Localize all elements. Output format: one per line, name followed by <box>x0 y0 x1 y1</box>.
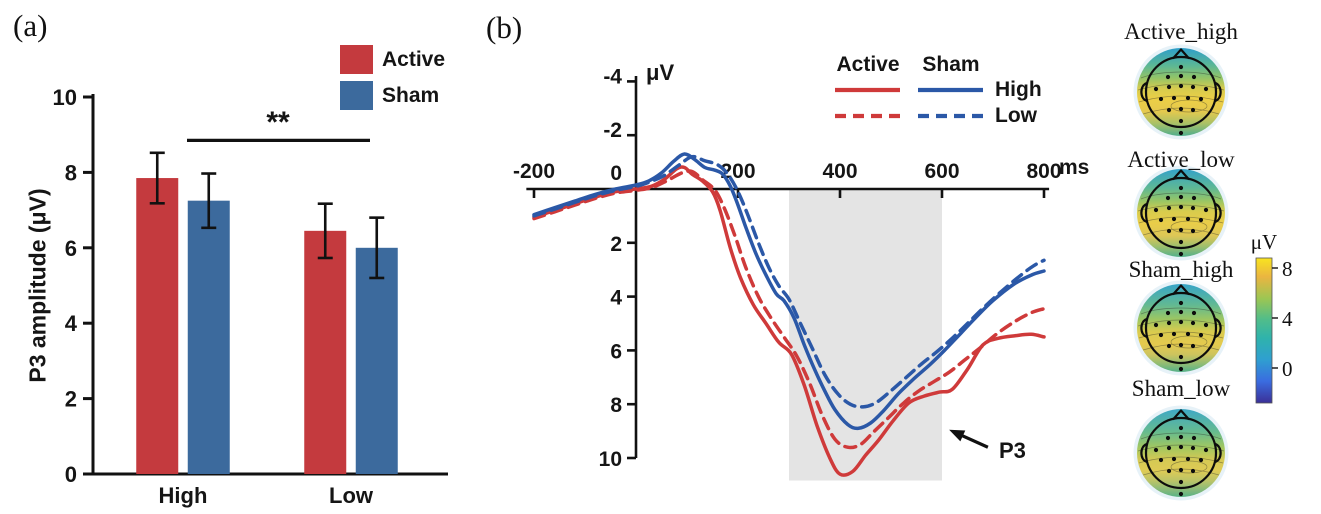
topomap-active_high <box>1133 44 1229 140</box>
erp-xtick-label: -200 <box>513 160 555 183</box>
right-ear-marker <box>1214 202 1222 224</box>
erp-curve-active_low <box>532 169 1046 450</box>
topomap-label-sham-low: Sham_low <box>1131 376 1231 401</box>
topomap-label-active-low: Active_low <box>1127 147 1235 172</box>
topomap-scalp-field <box>1137 284 1225 372</box>
topomap-active_low <box>1133 165 1229 261</box>
topomap-label-sham-high: Sham_high <box>1128 257 1234 282</box>
left-ear-marker <box>1140 81 1148 103</box>
topomap-sham_low <box>1133 405 1229 501</box>
erp-legend-row-low: Low <box>995 104 1037 127</box>
head-outline <box>1144 291 1218 365</box>
erp-legend-header-sham: Sham <box>922 53 980 76</box>
p3-analysis-window <box>789 190 942 481</box>
legend-swatch-sham <box>340 81 373 110</box>
panel-a-legend-sham: Sham <box>340 81 439 110</box>
erp-curve-active_high <box>532 165 1046 477</box>
bar-sham-high <box>187 200 230 475</box>
panel-a-letter: (a) <box>13 8 48 43</box>
erp-ytick-label: 4 <box>610 287 622 310</box>
legend-swatch-active <box>340 45 373 74</box>
panel-a-ytick-label: 0 <box>65 462 77 487</box>
p3-annotation-label: P3 <box>999 438 1026 463</box>
panel-a-y-axis-label: P3 amplitude (μV) <box>24 188 51 383</box>
right-ear-marker <box>1214 81 1222 103</box>
erp-ytick-label: -4 <box>603 65 622 88</box>
erp-ytick-label: 8 <box>610 394 622 417</box>
panel-a-category-low: Low <box>329 483 373 508</box>
erp-legend-header-active: Active <box>836 53 900 76</box>
topomap-label-active-high: Active_high <box>1124 19 1238 44</box>
colorbar-tick-0: 0 <box>1282 357 1293 381</box>
nose-marker <box>1172 48 1190 60</box>
error-bar <box>317 202 333 260</box>
p3-arrow-head <box>949 429 966 442</box>
significance-stars: ** <box>266 106 290 139</box>
right-ear-marker <box>1214 317 1222 339</box>
erp-ytick-label: 6 <box>610 340 622 363</box>
bar-active-high <box>136 178 179 474</box>
nose-marker <box>1172 169 1190 181</box>
panel-a-legend-active: Active <box>340 45 445 74</box>
topomap-sham_high <box>1133 280 1229 376</box>
left-ear-marker <box>1140 317 1148 339</box>
panel-a-ytick-label: 10 <box>53 85 77 110</box>
panel-b-y-unit-label: μV <box>646 60 675 85</box>
electrode-dots <box>1153 425 1209 497</box>
erp-ytick-label: -2 <box>603 119 622 142</box>
left-ear-marker <box>1140 202 1148 224</box>
left-ear-marker <box>1140 442 1148 464</box>
erp-ytick-label: 2 <box>610 233 622 256</box>
erp-xtick-label: 400 <box>822 160 857 183</box>
colorbar <box>1255 257 1278 404</box>
head-outline <box>1144 55 1218 129</box>
erp-curve-sham_high <box>532 152 1046 431</box>
erp-legend-row-high: High <box>995 78 1042 101</box>
legend-label-sham: Sham <box>382 83 440 107</box>
electrode-dots <box>1153 64 1209 136</box>
nose-marker <box>1172 284 1190 296</box>
bar-sham-low <box>355 247 398 474</box>
erp-xtick-label: 600 <box>924 160 959 183</box>
erp-xtick-label: 800 <box>1026 160 1061 183</box>
error-bar <box>149 151 165 205</box>
head-outline <box>1144 176 1218 250</box>
bar-active-low <box>304 230 347 474</box>
colorbar-gradient-bar <box>1255 257 1273 404</box>
panel-a-ytick-label: 2 <box>65 387 77 412</box>
topomap-scalp-field <box>1137 409 1225 497</box>
panel-a-bar-chart: 0 2 4 6 8 10 <box>53 85 448 487</box>
topomap-scalp-field <box>1137 169 1225 257</box>
error-bar <box>201 172 217 230</box>
panel-a-category-high: High <box>158 483 208 508</box>
head-outline <box>1144 416 1218 490</box>
colorbar-unit-label: μV <box>1250 230 1278 254</box>
error-bar <box>369 216 385 280</box>
panel-b-x-unit-label: ms <box>1059 156 1090 179</box>
topomap-scalp-field <box>1137 48 1225 136</box>
panel-b-letter: (b) <box>486 10 523 45</box>
colorbar-tick-8: 8 <box>1282 257 1293 281</box>
panel-a-ytick-label: 6 <box>65 236 77 261</box>
legend-label-active: Active <box>382 47 446 71</box>
erp-curve-sham_low <box>532 154 1046 409</box>
erp-ytick-label: 10 <box>599 448 622 471</box>
erp-ytick-label: 0 <box>610 162 622 185</box>
nose-marker <box>1172 409 1190 421</box>
panel-a-ytick-label: 8 <box>65 160 77 185</box>
colorbar-tick-4: 4 <box>1282 307 1293 331</box>
panel-a-ytick-label: 4 <box>65 311 78 336</box>
electrode-dots <box>1153 185 1209 257</box>
right-ear-marker <box>1214 442 1222 464</box>
electrode-dots <box>1153 300 1209 372</box>
